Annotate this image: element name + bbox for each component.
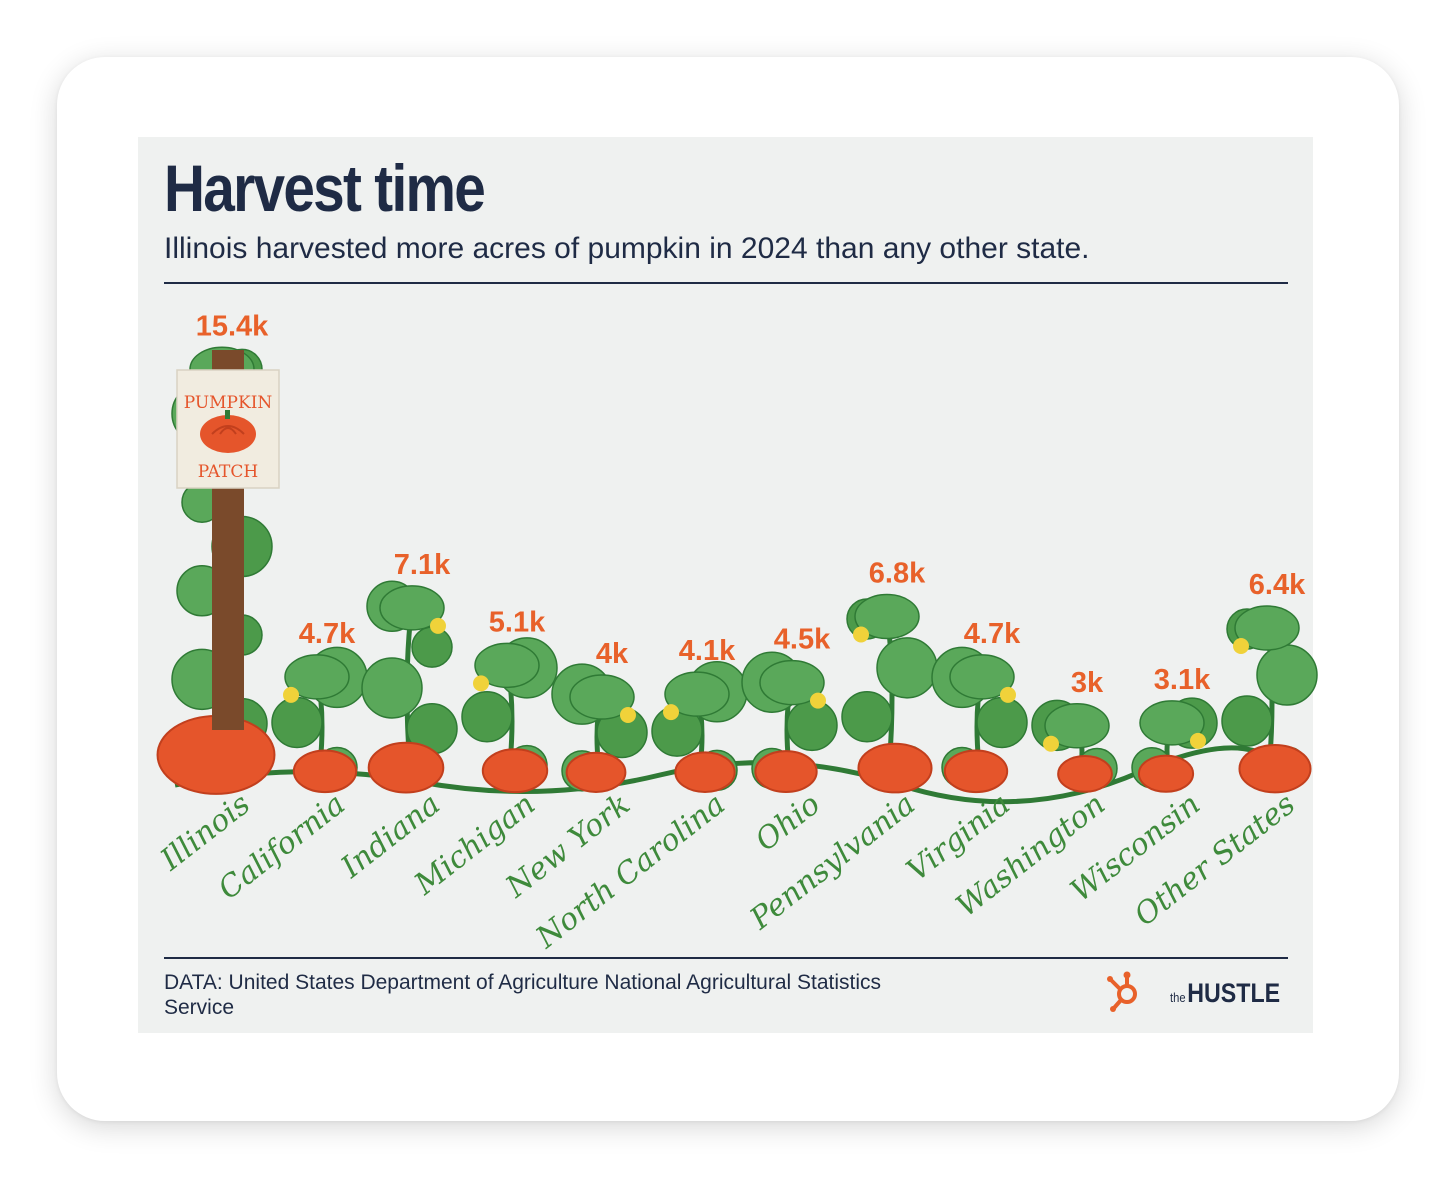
- vine-bars: [156, 346, 1318, 795]
- value-label: 4.1k: [679, 635, 736, 667]
- hubspot-sprocket-icon: [1107, 971, 1137, 1012]
- vine-bar: [271, 646, 368, 794]
- vine-top-leaf: [474, 642, 540, 689]
- vine-flower: [430, 617, 446, 634]
- vine-leaf: [786, 699, 838, 752]
- chart-panel: [138, 137, 1313, 1033]
- chart-subtitle: Illinois harvested more acres of pumpkin…: [164, 232, 1090, 265]
- vine-flower: [1233, 638, 1249, 654]
- vine-leaf: [841, 690, 893, 743]
- vine-leaf: [976, 696, 1028, 749]
- pumpkin: [1057, 754, 1113, 793]
- vine-flower: [1000, 686, 1016, 703]
- vine-flower: [1043, 735, 1059, 752]
- vine-leaf: [461, 690, 513, 743]
- bottom-divider: [164, 957, 1288, 959]
- vine-leaf: [361, 657, 423, 719]
- sign-text-bottom: PATCH: [198, 462, 258, 482]
- top-divider: [164, 282, 1288, 284]
- vine-bar: [1131, 697, 1218, 793]
- vine-bar: [461, 637, 558, 794]
- vine-bar: [931, 646, 1028, 794]
- vine-flower: [853, 626, 869, 643]
- state-label: Other States: [1128, 787, 1302, 934]
- vine-top-leaf: [854, 593, 920, 640]
- vine-top-leaf: [379, 585, 445, 631]
- vine-bar: [1221, 605, 1318, 794]
- vine-flower: [620, 707, 636, 723]
- vine-leaf: [1256, 644, 1318, 706]
- state-label: Pennsylvania: [743, 787, 922, 938]
- pumpkin: [857, 742, 933, 794]
- value-label: 7.1k: [394, 549, 451, 581]
- pumpkin: [674, 751, 736, 793]
- pumpkin: [754, 750, 818, 794]
- vine-top-leaf: [284, 654, 350, 700]
- value-label: 6.4k: [1249, 569, 1306, 601]
- pumpkin: [565, 751, 627, 793]
- vine-flower: [810, 692, 826, 709]
- vine-flower: [1190, 732, 1206, 749]
- vine-top-leaf: [1139, 700, 1205, 746]
- vine-leaf: [271, 696, 323, 749]
- pumpkin: [1238, 744, 1312, 794]
- value-label: 4.7k: [964, 618, 1021, 650]
- chart-title: Harvest time: [164, 151, 486, 225]
- vine-top-leaf: [569, 674, 635, 720]
- value-label: 4.7k: [299, 618, 356, 650]
- pumpkin: [292, 749, 358, 794]
- pumpkin: [1137, 754, 1195, 793]
- value-label: 3.1k: [1154, 664, 1211, 696]
- vine-top-leaf: [664, 671, 730, 717]
- vine-flower: [283, 686, 299, 703]
- sign-text-top: PUMPKIN: [184, 393, 273, 413]
- vine-flower: [663, 704, 679, 721]
- value-label: 3k: [1071, 667, 1104, 699]
- data-source: DATA: United States Department of Agricu…: [164, 971, 882, 1019]
- pumpkin: [367, 741, 445, 794]
- state-label: Ohio: [749, 787, 827, 859]
- vine-top-leaf: [1044, 703, 1110, 749]
- pumpkin-patch-sign-icon: PUMPKIN PATCH: [176, 350, 280, 730]
- vine-flower: [473, 675, 489, 692]
- value-labels: 15.4k 4.7k 7.1k 5.1k 4k 4.1k 4.5k 6.8k 4.7k 3k 3.1…: [196, 310, 1306, 699]
- value-label: 4.5k: [774, 624, 831, 656]
- vine-leaf: [876, 637, 938, 699]
- value-label: 6.8k: [869, 558, 926, 590]
- vine-bar: [1031, 699, 1118, 793]
- vine-top-leaf: [759, 659, 825, 706]
- brand-wordmark: theHUSTLE: [1170, 978, 1280, 1009]
- value-label: 15.4k: [196, 310, 269, 342]
- vine-leaf: [1221, 695, 1273, 747]
- value-label: 5.1k: [489, 606, 546, 638]
- value-label: 4k: [596, 638, 629, 670]
- vine-bar: [841, 593, 938, 794]
- pumpkin: [481, 748, 549, 794]
- brand-prefix: the: [1170, 990, 1186, 1005]
- vine-bar: [361, 580, 458, 794]
- vine-bar: [741, 651, 838, 794]
- vine-top-leaf: [1234, 605, 1300, 651]
- vine-bar: [551, 663, 648, 793]
- pumpkin: [943, 749, 1009, 794]
- vine-top-leaf: [949, 654, 1015, 700]
- vine-leaf: [411, 626, 453, 668]
- brand-name: HUSTLE: [1187, 978, 1281, 1008]
